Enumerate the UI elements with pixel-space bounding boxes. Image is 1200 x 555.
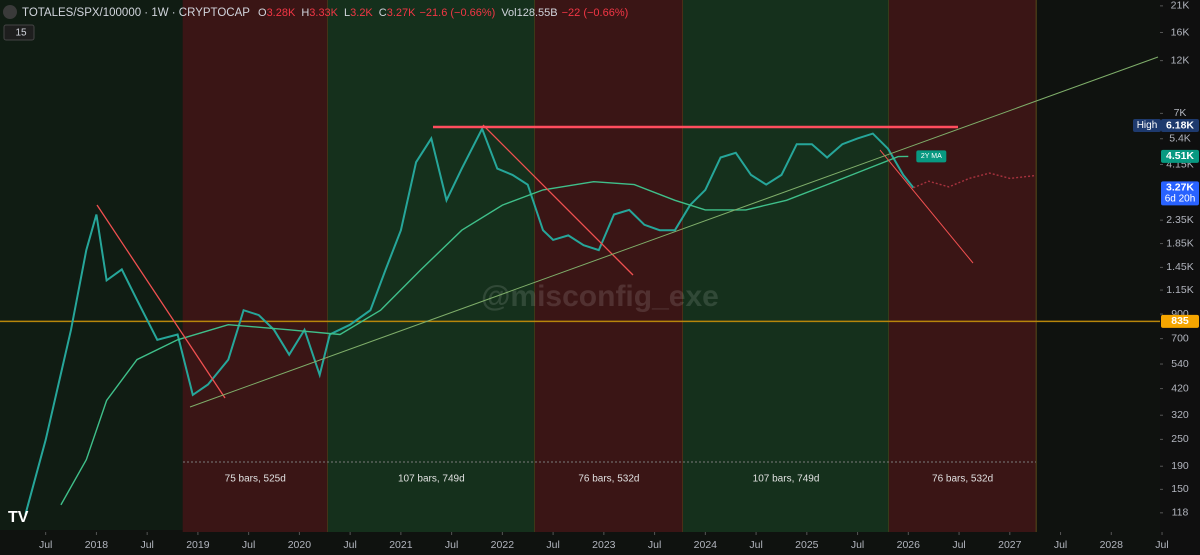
range-label: 75 bars, 525d	[225, 474, 286, 485]
x-tick-label: 2023	[592, 539, 616, 551]
y-tick-label: 12K	[1171, 54, 1190, 66]
price-label: 6.18K	[1166, 119, 1194, 131]
range-label: 107 bars, 749d	[753, 474, 820, 485]
range-label: 107 bars, 749d	[398, 474, 465, 485]
zones: 75 bars, 525d 107 bars, 749d 76 bars, 532d…	[182, 0, 1037, 532]
ohlc-value: 128.55B	[517, 7, 558, 19]
ohlc-value: 3.27K	[387, 7, 416, 19]
y-tick-label: 150	[1171, 483, 1189, 495]
y-tick-label: 7K	[1174, 107, 1187, 119]
support-drawing	[189, 56, 1159, 408]
x-tick-label: 2022	[491, 539, 515, 551]
series-line	[913, 172, 1035, 189]
range-label: 76 bars, 532d	[932, 474, 993, 485]
cycle-zone	[683, 0, 890, 532]
logo: TV	[8, 509, 29, 526]
series-line	[60, 155, 909, 506]
x-tick-label: Jul	[749, 539, 762, 551]
y-tick-label: 5.4K	[1169, 133, 1191, 145]
x-tick-label: 2021	[389, 539, 413, 551]
early-zone	[0, 0, 183, 530]
trend-drawing	[879, 149, 974, 264]
y-tick-label: 16K	[1171, 26, 1190, 38]
ohlc-value: 3.28K	[267, 7, 296, 19]
y-tick-label: 118	[1172, 507, 1189, 519]
price-label: 3.27K	[1166, 182, 1194, 194]
y-tick-label: 250	[1171, 433, 1189, 445]
indicator-count: 15	[15, 28, 27, 39]
ohlc-key: O	[258, 7, 267, 19]
y-tick-label: 1.15K	[1166, 284, 1193, 296]
x-tick-label: Jul	[546, 539, 559, 551]
price-label-box	[1161, 149, 1199, 163]
y-tick-label: 320	[1171, 409, 1189, 421]
y-tick-label: 2.35K	[1166, 214, 1193, 226]
ohlc-key: Vol	[501, 7, 516, 19]
cycle-zone	[534, 0, 684, 532]
price-axis	[1160, 0, 1200, 555]
x-tick-label: Jul	[648, 539, 661, 551]
trend-drawing	[96, 204, 226, 399]
axes: 21K16K12K7K5.4K4.15K2.35K1.85K1.45K1.15K…	[39, 0, 1199, 551]
indicator-box[interactable]	[3, 24, 35, 41]
x-tick-label: 2028	[1100, 539, 1124, 551]
x-tick-label: Jul	[952, 539, 965, 551]
y-tick-label: 190	[1171, 460, 1189, 472]
ma-label: 2Y MA	[921, 153, 942, 160]
ohlc-key: H	[301, 7, 309, 19]
x-tick-label: Jul	[1155, 539, 1168, 551]
y-tick-label: 540	[1171, 358, 1189, 370]
price-tag: High	[1137, 120, 1158, 131]
series-line	[24, 126, 915, 515]
y-tick-label: 700	[1171, 332, 1189, 344]
price-tag-box	[1133, 119, 1161, 133]
y-tick-label: 1.85K	[1166, 237, 1193, 249]
price-label-box	[1161, 119, 1199, 133]
x-tick-label: 2027	[998, 539, 1022, 551]
price-label-sub: 6d 20h	[1165, 193, 1196, 204]
watermark: @misconfig_exe	[481, 280, 719, 313]
cycle-zone	[889, 0, 1037, 532]
x-tick-label: 2026	[897, 539, 921, 551]
x-tick-label: 2024	[694, 539, 718, 551]
x-tick-label: 2025	[795, 539, 819, 551]
ohlc-line: O3.28K H3.33K L3.2K C3.27K −21.6 (−0.66%) Vol…	[258, 7, 628, 19]
y-tick-label: 1.45K	[1166, 261, 1193, 273]
ohlc-value: −21.6 (−0.66%)	[419, 7, 495, 19]
y-tick-label: 420	[1171, 382, 1189, 394]
x-tick-label: 2018	[85, 539, 109, 551]
ohlc-value: 3.33K	[309, 7, 338, 19]
ohlc-value: −22 (−0.66%)	[562, 7, 629, 19]
x-tick-label: Jul	[39, 539, 52, 551]
cycle-zone	[327, 0, 535, 532]
x-tick-label: Jul	[343, 539, 356, 551]
chart-title: TOTALES/SPX/100000 · 1W · CRYPTOCAP	[22, 7, 250, 19]
x-tick-label: 2019	[186, 539, 210, 551]
price-label: 4.51K	[1166, 150, 1194, 162]
x-tick-label: Jul	[242, 539, 255, 551]
ohlc-key: C	[379, 7, 387, 19]
trend-drawing	[482, 124, 634, 276]
x-tick-label: Jul	[445, 539, 458, 551]
ohlc: O3.28K H3.33K L3.2K C3.27K −21.6 (−0.66%) Vol…	[258, 7, 628, 19]
plot: 2Y MA	[0, 126, 1160, 515]
price-label-box	[1161, 181, 1199, 206]
x-tick-label: Jul	[1054, 539, 1067, 551]
x-tick-label: 2020	[288, 539, 312, 551]
x-tick-label: Jul	[140, 539, 153, 551]
ma-tag	[916, 150, 947, 163]
ohlc-value: 3.2K	[350, 7, 373, 19]
range-label: 76 bars, 532d	[578, 474, 639, 485]
symbol-icon	[3, 5, 17, 19]
ohlc-key: L	[344, 7, 350, 19]
cycle-zone	[182, 0, 328, 532]
price-label-box	[1161, 314, 1199, 328]
y-tick-label: 21K	[1171, 0, 1190, 12]
price-label: 835	[1171, 315, 1189, 327]
x-tick-label: Jul	[851, 539, 864, 551]
